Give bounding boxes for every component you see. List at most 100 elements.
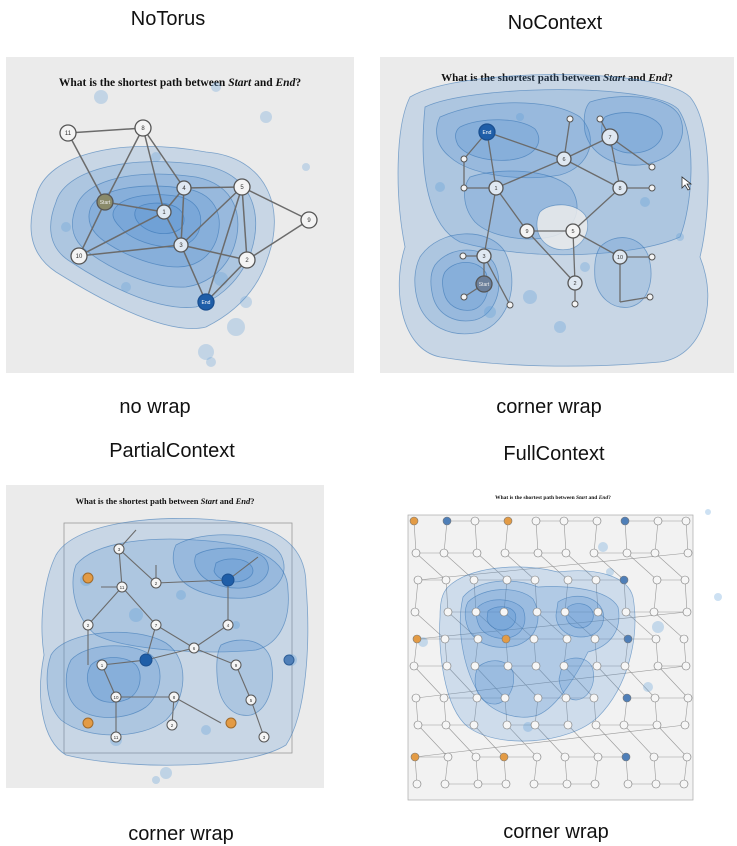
graph-node[interactable] bbox=[443, 752, 453, 762]
graph-node[interactable] bbox=[440, 634, 450, 644]
graph-node[interactable] bbox=[499, 607, 509, 617]
graph-node-start[interactable]: Start bbox=[475, 275, 493, 293]
graph-node[interactable] bbox=[623, 634, 633, 644]
graph-node[interactable]: 2 bbox=[238, 251, 256, 269]
graph-node[interactable] bbox=[409, 516, 419, 526]
graph-node[interactable]: 2 bbox=[166, 719, 178, 731]
graph-node[interactable] bbox=[650, 548, 660, 558]
graph-node[interactable] bbox=[593, 752, 603, 762]
graph-node[interactable] bbox=[680, 720, 690, 730]
graph-node[interactable] bbox=[410, 752, 420, 762]
graph-node[interactable] bbox=[620, 661, 630, 671]
graph-node[interactable] bbox=[471, 607, 481, 617]
graph-node[interactable] bbox=[470, 516, 480, 526]
graph-node[interactable] bbox=[679, 779, 689, 789]
graph-node[interactable] bbox=[559, 516, 569, 526]
graph-node[interactable] bbox=[649, 607, 659, 617]
graph-node[interactable] bbox=[501, 634, 511, 644]
graph-node[interactable]: 3 bbox=[173, 237, 189, 253]
graph-node[interactable] bbox=[619, 720, 629, 730]
graph-node[interactable] bbox=[679, 634, 689, 644]
graph-node[interactable] bbox=[653, 661, 663, 671]
graph-node[interactable] bbox=[683, 548, 693, 558]
graph-node[interactable] bbox=[472, 693, 482, 703]
graph-node[interactable]: 4 bbox=[222, 619, 234, 631]
graph-node[interactable] bbox=[621, 752, 631, 762]
graph-node[interactable] bbox=[502, 720, 512, 730]
graph-node[interactable]: 9 bbox=[230, 659, 242, 671]
graph-node-orange[interactable] bbox=[82, 572, 94, 584]
graph-node[interactable] bbox=[620, 516, 630, 526]
graph-node[interactable] bbox=[531, 661, 541, 671]
graph-node[interactable] bbox=[499, 752, 509, 762]
graph-node[interactable] bbox=[503, 661, 513, 671]
graph-node[interactable] bbox=[413, 720, 423, 730]
graph-node[interactable] bbox=[682, 607, 692, 617]
graph-node[interactable] bbox=[412, 634, 422, 644]
graph-node[interactable] bbox=[412, 779, 422, 789]
graph-node[interactable] bbox=[653, 516, 663, 526]
graph-node[interactable] bbox=[533, 693, 543, 703]
graph-node[interactable] bbox=[531, 516, 541, 526]
graph-node[interactable] bbox=[439, 548, 449, 558]
graph-node[interactable] bbox=[442, 661, 452, 671]
graph-node[interactable] bbox=[561, 693, 571, 703]
graph-node-dark[interactable] bbox=[221, 573, 235, 587]
graph-node[interactable]: 2 bbox=[567, 275, 583, 291]
graph-node[interactable] bbox=[681, 516, 691, 526]
graph-node[interactable] bbox=[471, 752, 481, 762]
graph-node[interactable] bbox=[442, 516, 452, 526]
graph-node[interactable] bbox=[411, 548, 421, 558]
graph-node[interactable]: 10 bbox=[110, 691, 122, 703]
graph-node[interactable] bbox=[529, 779, 539, 789]
graph-node[interactable] bbox=[473, 779, 483, 789]
graph-node-orange[interactable] bbox=[225, 717, 237, 729]
graph-node[interactable]: 5 bbox=[565, 223, 581, 239]
graph-node[interactable] bbox=[651, 634, 661, 644]
graph-node[interactable] bbox=[410, 607, 420, 617]
graph-node[interactable]: 11 bbox=[110, 731, 122, 743]
graph-node[interactable] bbox=[443, 607, 453, 617]
graph-node[interactable] bbox=[530, 720, 540, 730]
graph-node[interactable]: 8 bbox=[134, 119, 152, 137]
graph-node[interactable] bbox=[500, 548, 510, 558]
graph-node[interactable] bbox=[590, 634, 600, 644]
graph-node[interactable] bbox=[682, 752, 692, 762]
graph-node[interactable]: 2 bbox=[82, 619, 94, 631]
graph-node[interactable]: 1 bbox=[96, 659, 108, 671]
graph-node[interactable] bbox=[559, 661, 569, 671]
graph-node[interactable] bbox=[591, 575, 601, 585]
graph-node[interactable]: 9 bbox=[300, 211, 318, 229]
graph-node[interactable]: 3 bbox=[258, 731, 270, 743]
graph-node[interactable] bbox=[500, 693, 510, 703]
graph-node[interactable] bbox=[532, 607, 542, 617]
graph-node[interactable] bbox=[563, 575, 573, 585]
graph-node[interactable] bbox=[501, 779, 511, 789]
graph-node-end[interactable]: End bbox=[478, 123, 496, 141]
graph-node[interactable]: 11 bbox=[59, 124, 77, 142]
graph-node[interactable] bbox=[560, 752, 570, 762]
graph-node[interactable]: 3 bbox=[113, 543, 125, 555]
graph-node[interactable] bbox=[529, 634, 539, 644]
graph-node[interactable] bbox=[590, 779, 600, 789]
graph-node[interactable]: 1 bbox=[156, 204, 172, 220]
graph-node[interactable] bbox=[470, 661, 480, 671]
graph-node[interactable] bbox=[680, 575, 690, 585]
graph-node[interactable] bbox=[592, 661, 602, 671]
graph-node[interactable] bbox=[441, 720, 451, 730]
graph-node[interactable] bbox=[652, 575, 662, 585]
graph-node[interactable] bbox=[589, 548, 599, 558]
graph-node[interactable] bbox=[533, 548, 543, 558]
graph-node[interactable] bbox=[472, 548, 482, 558]
graph-node[interactable]: 8 bbox=[168, 691, 180, 703]
graph-node[interactable] bbox=[560, 607, 570, 617]
graph-node[interactable] bbox=[592, 516, 602, 526]
graph-node[interactable] bbox=[562, 634, 572, 644]
graph-node[interactable] bbox=[413, 575, 423, 585]
graph-node[interactable]: 1 bbox=[488, 180, 504, 196]
graph-node[interactable]: 6 bbox=[188, 642, 200, 654]
graph-node[interactable] bbox=[649, 752, 659, 762]
graph-node[interactable]: 2 bbox=[150, 577, 162, 589]
graph-node[interactable]: 10 bbox=[70, 247, 88, 265]
graph-node[interactable]: 3 bbox=[476, 248, 492, 264]
